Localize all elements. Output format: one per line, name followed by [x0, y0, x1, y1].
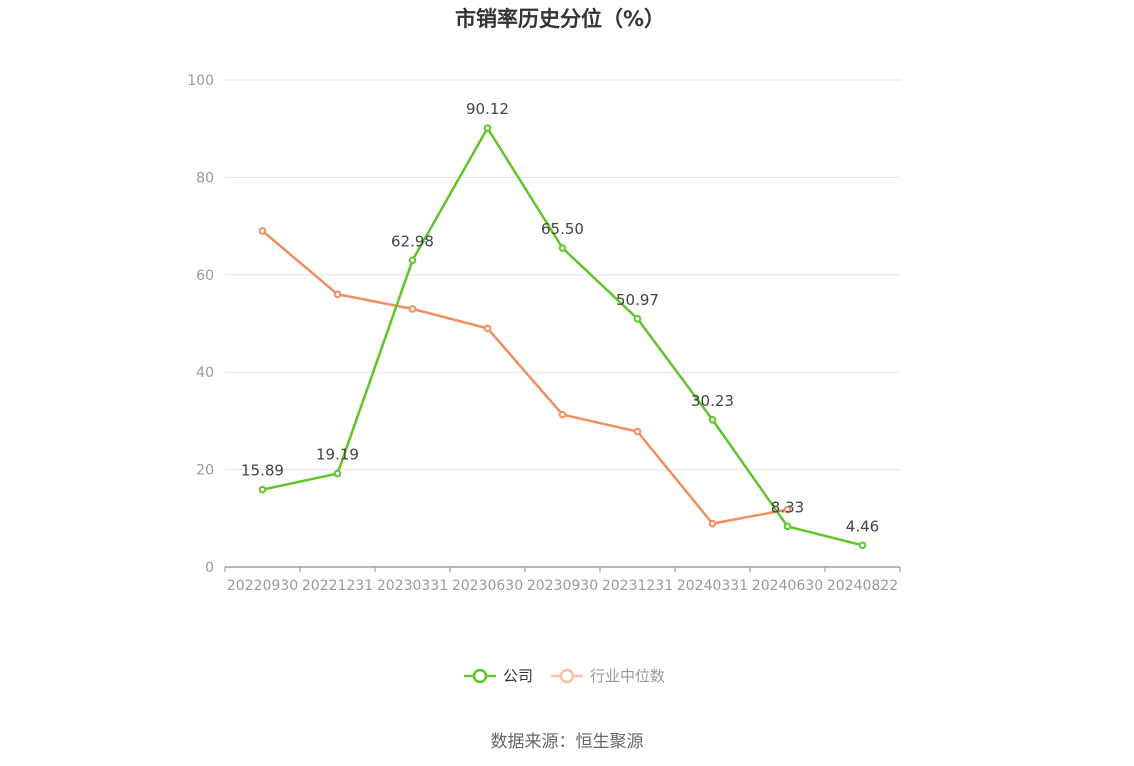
data-point-industry[interactable]: [558, 410, 567, 419]
series-line-company: [262, 126, 863, 547]
data-point-industry[interactable]: [633, 427, 642, 436]
series-layer: [258, 124, 867, 550]
data-labels: 15.89 19.19 62.98 90.12 65.50 50.97 30.23 8.33 4…: [241, 100, 879, 535]
data-point-industry[interactable]: [483, 324, 492, 333]
y-tick-label: 80: [196, 170, 214, 186]
data-point-company[interactable]: [558, 244, 567, 252]
data-point-company[interactable]: [708, 415, 717, 424]
data-point-industry[interactable]: [333, 290, 342, 299]
y-tick-label: 0: [205, 560, 214, 576]
legend-marker-company: [472, 668, 488, 684]
chart-title: 市销率历史分位（%）: [455, 7, 665, 31]
data-label-company: 15.89: [241, 462, 284, 480]
data-point-industry[interactable]: [783, 505, 792, 514]
x-tick-label: 20231231: [602, 578, 673, 594]
series-line-industry: [261, 230, 788, 525]
data-point-industry[interactable]: [258, 227, 267, 235]
x-tick-label: 20240822: [827, 578, 898, 594]
data-source: 数据来源：恒生聚源: [491, 732, 644, 752]
legend-label-industry: 行业中位数: [590, 667, 665, 685]
data-label-company: 4.46: [846, 517, 879, 535]
y-tick-label: 60: [196, 268, 214, 284]
x-tick-label: 20230930: [527, 578, 598, 594]
data-label-company: 19.19: [316, 446, 359, 464]
data-point-industry[interactable]: [408, 305, 417, 313]
legend-item-company[interactable]: 公司: [464, 667, 533, 685]
data-label-company: 62.98: [391, 232, 434, 250]
y-tick-label: 40: [196, 365, 214, 381]
y-axis: 0 20 40 60 80 100: [187, 73, 214, 576]
x-tick-label: 20230630: [452, 578, 523, 594]
x-tick-label: 20240630: [752, 578, 823, 594]
data-point-company[interactable]: [783, 522, 792, 531]
data-label-company: 65.50: [541, 220, 584, 238]
data-label-company: 30.23: [691, 392, 734, 410]
y-tick-label: 100: [187, 73, 214, 89]
data-point-company[interactable]: [333, 469, 342, 478]
x-tick-label: 20221231: [302, 578, 373, 594]
data-label-company: 50.97: [616, 291, 659, 309]
grid-lines: [225, 79, 900, 471]
data-point-company[interactable]: [858, 541, 867, 550]
x-tick-label: 20240331: [677, 578, 748, 594]
x-tick-label: 20230331: [377, 578, 448, 594]
y-tick-label: 20: [196, 463, 214, 479]
legend: 公司 行业中位数: [464, 667, 665, 685]
x-axis: 20220930 20221231 20230331 20230630 20230930…: [224, 566, 901, 594]
legend-marker-industry: [559, 668, 575, 684]
data-point-company[interactable]: [633, 314, 642, 323]
data-label-company: 8.33: [771, 498, 804, 516]
legend-item-industry[interactable]: 行业中位数: [551, 667, 665, 685]
x-tick-label: 20220930: [227, 578, 298, 594]
data-point-company[interactable]: [258, 485, 267, 494]
data-point-company[interactable]: [408, 256, 417, 265]
data-point-company[interactable]: [483, 124, 492, 132]
data-label-company: 90.12: [466, 100, 509, 118]
legend-label-company: 公司: [503, 667, 533, 685]
data-point-industry[interactable]: [708, 519, 717, 528]
